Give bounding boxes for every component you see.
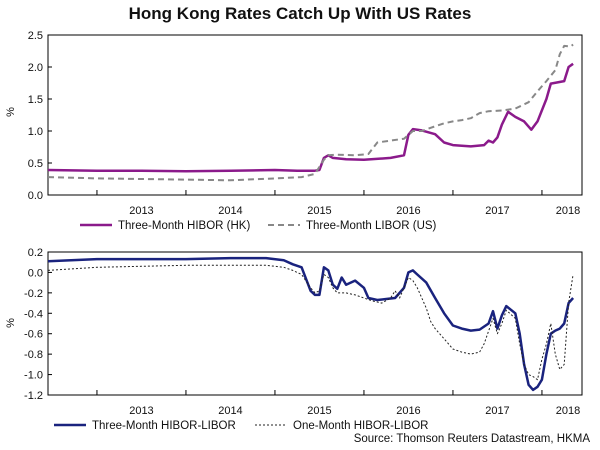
top-x-tick-label: 2017 xyxy=(485,205,509,217)
bottom-plot-frame xyxy=(47,251,583,396)
top-panel: % 0.0 0.5 1.0 1.5 2.0 2.5 2013 2014 2015 2016 201… xyxy=(5,30,583,232)
bottom-x-tick-label: 2018 xyxy=(556,405,580,417)
bottom-y-tick-label: -1.0 xyxy=(24,370,43,382)
top-x-tick-label: 2018 xyxy=(556,205,580,217)
top-x-tick-label: 2013 xyxy=(129,205,153,217)
bottom-y-tick-label: -0.8 xyxy=(24,349,43,361)
bottom-x-tick-label: 2013 xyxy=(129,405,153,417)
top-y-tick-label: 1.5 xyxy=(28,94,43,106)
chart-title: Hong Kong Rates Catch Up With US Rates xyxy=(128,4,472,23)
bottom-series-line-1 xyxy=(47,264,574,381)
top-y-axis-label: % xyxy=(5,107,17,117)
source-note: Source: Thomson Reuters Datastream, HKMA xyxy=(353,433,590,445)
bottom-x-tick-label: 2016 xyxy=(396,405,420,417)
bottom-y-tick-label: -0.4 xyxy=(24,308,43,320)
top-y-tick-label: 2.5 xyxy=(28,30,43,42)
legend-label-one-month-spread: One-Month HIBOR-LIBOR xyxy=(293,420,428,432)
bottom-x-tick-label: 2017 xyxy=(485,405,509,417)
bottom-y-tick-label: -0.2 xyxy=(24,288,43,300)
top-y-tick-label: 0.0 xyxy=(28,190,43,202)
bottom-x-tick-label: 2014 xyxy=(218,405,242,417)
top-x-tick-label: 2014 xyxy=(218,205,242,217)
top-y-tick-label: 0.5 xyxy=(28,158,43,170)
bottom-panel: % 0.2 0.0 -0.2 -0.4 -0.6 -0.8 -1.0 -1.2 2013 201… xyxy=(5,247,583,432)
top-y-tick-label: 1.0 xyxy=(28,126,43,138)
top-plot-frame xyxy=(47,34,583,196)
bottom-y-tick-label: 0.0 xyxy=(28,267,43,279)
top-series-line-0 xyxy=(47,62,574,173)
top-x-tick-label: 2016 xyxy=(396,205,420,217)
bottom-y-axis-label: % xyxy=(5,318,17,328)
legend-label-three-month-spread: Three-Month HIBOR-LIBOR xyxy=(92,420,236,432)
legend-label-hibor: Three-Month HIBOR (HK) xyxy=(118,220,250,232)
bottom-x-tick-label: 2015 xyxy=(307,405,331,417)
bottom-series-line-0 xyxy=(47,256,575,392)
bottom-y-tick-label: -1.2 xyxy=(24,390,43,402)
bottom-y-tick-label: -0.6 xyxy=(24,329,43,341)
top-x-tick-label: 2015 xyxy=(307,205,331,217)
top-series-line-1 xyxy=(47,43,574,182)
legend-label-libor: Three-Month LIBOR (US) xyxy=(306,220,437,232)
bottom-y-tick-label: 0.2 xyxy=(28,247,43,259)
top-y-tick-label: 2.0 xyxy=(28,62,43,74)
